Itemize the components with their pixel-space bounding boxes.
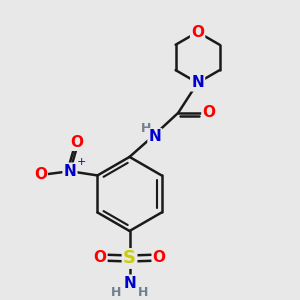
Text: S: S <box>123 250 136 268</box>
Text: +: + <box>77 157 86 167</box>
Text: O: O <box>70 135 83 150</box>
Text: O: O <box>93 250 106 265</box>
Text: O: O <box>34 167 47 182</box>
Text: H: H <box>111 286 121 298</box>
Text: H: H <box>141 122 152 135</box>
Text: O: O <box>202 105 215 120</box>
Text: H: H <box>138 286 148 298</box>
Text: -: - <box>38 173 43 187</box>
Text: O: O <box>153 250 166 265</box>
Text: O: O <box>191 25 204 40</box>
Text: N: N <box>64 164 76 179</box>
Text: N: N <box>191 75 204 90</box>
Text: N: N <box>148 129 161 144</box>
Text: N: N <box>124 276 136 291</box>
